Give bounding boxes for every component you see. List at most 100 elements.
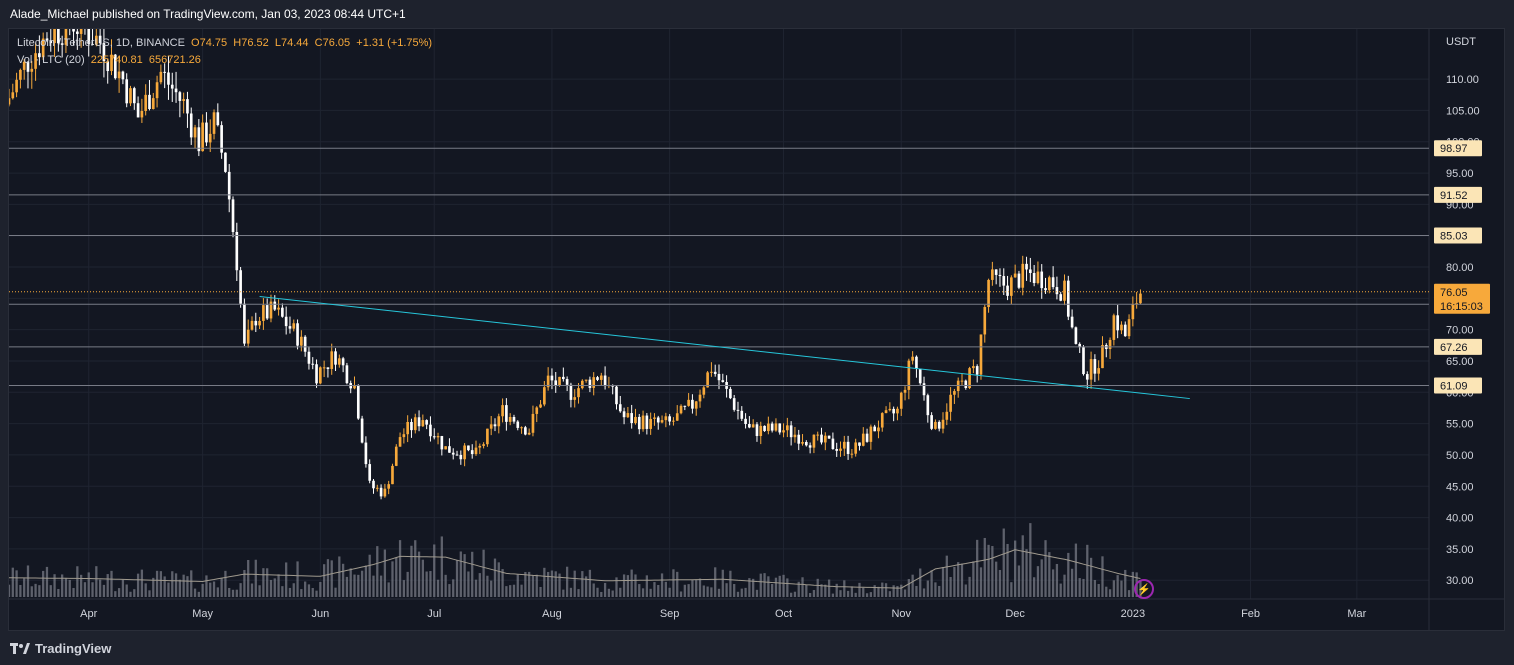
candle-body — [679, 405, 683, 414]
volume-bar — [322, 564, 326, 597]
volume-bar — [277, 574, 280, 597]
x-tick-label: Jul — [427, 608, 441, 620]
candle-body — [353, 385, 356, 389]
volume-bar — [30, 586, 33, 597]
volume-bar — [668, 587, 671, 597]
legend-close: C76.05 — [314, 37, 351, 49]
volume-bar — [372, 575, 375, 597]
price-chart[interactable]: USDT30.0035.0040.0045.0050.0055.0060.006… — [9, 29, 1505, 631]
candle-body — [284, 316, 288, 327]
volume-bar — [717, 588, 721, 597]
candle-body — [786, 425, 789, 431]
volume-bar — [581, 571, 584, 597]
volume-bar — [463, 554, 466, 597]
volume-bar — [159, 571, 163, 597]
candle-body — [888, 408, 892, 411]
candle-body — [53, 29, 56, 44]
volume-bar — [850, 586, 854, 597]
candle-body — [573, 397, 577, 400]
candle-body — [220, 125, 223, 153]
candle-body — [998, 274, 1002, 277]
candle-body — [892, 408, 895, 414]
volume-bar — [922, 588, 926, 597]
candle-body — [372, 480, 375, 489]
y-tick-label: 45.00 — [1446, 481, 1474, 493]
candle-body — [831, 438, 835, 450]
candle-body — [208, 133, 212, 143]
trendline — [259, 295, 1190, 400]
candle-body — [463, 445, 466, 460]
volume-bar — [968, 576, 971, 597]
legend-volume-label[interactable]: Vol · LTC (20) — [17, 54, 85, 66]
y-tick-label: 40.00 — [1446, 513, 1474, 525]
candle-body — [672, 420, 675, 422]
candle-body — [478, 445, 482, 448]
volume-bar — [881, 582, 884, 597]
volume-bar — [1124, 569, 1127, 597]
candle-body — [319, 367, 322, 384]
footer: TradingView — [0, 635, 1514, 665]
volume-bar — [1051, 569, 1055, 597]
legend-change: +1.31 (+1.75%) — [356, 37, 433, 49]
volume-bar — [193, 588, 197, 597]
candle-body — [524, 427, 527, 435]
volume-bar — [926, 580, 929, 597]
volume-bar — [748, 578, 751, 597]
candle-body — [216, 112, 220, 126]
candle-body — [368, 464, 372, 481]
candle-body — [717, 373, 721, 381]
candle-body — [296, 323, 299, 346]
volume-bar — [95, 566, 98, 597]
candle-body — [774, 423, 778, 431]
volume-bar — [1097, 584, 1100, 597]
volume-bar — [896, 586, 899, 597]
volume-bar — [915, 585, 918, 597]
volume-bar — [288, 587, 292, 597]
candle-body — [140, 110, 144, 118]
candle-body — [178, 92, 182, 101]
candle-body — [493, 424, 497, 427]
candle-body — [467, 445, 470, 451]
level-price-label: 98.97 — [1440, 143, 1468, 155]
candle-body — [1063, 280, 1066, 301]
tradingview-brand: TradingView — [35, 641, 112, 656]
volume-bar — [1093, 579, 1097, 597]
tradingview-logo[interactable]: TradingView — [10, 641, 111, 656]
candle-body — [254, 320, 258, 326]
volume-bar — [816, 578, 819, 597]
candle-body — [9, 98, 11, 105]
candle-body — [1013, 273, 1017, 278]
candle-body — [858, 442, 861, 446]
candle-body — [1120, 324, 1123, 331]
legend-symbol[interactable]: Litecoin / TetherUS, 1D, BINANCE — [17, 37, 185, 49]
candle-body — [1055, 287, 1059, 295]
volume-bar — [471, 551, 474, 597]
candle-body — [675, 413, 679, 421]
candle-body — [224, 152, 227, 172]
candle-body — [189, 113, 193, 138]
legend-volume-value: 225740.81 — [90, 54, 143, 66]
volume-bar — [136, 573, 140, 597]
candle-body — [303, 336, 307, 352]
volume-bar — [121, 579, 125, 597]
volume-bar — [459, 551, 462, 597]
candle-body — [884, 410, 888, 414]
candle-body — [1082, 347, 1085, 375]
y-tick-label: 110.00 — [1446, 74, 1479, 86]
volume-bar — [186, 576, 189, 597]
chart-panel[interactable]: USDT30.0035.0040.0045.0050.0055.0060.006… — [8, 28, 1505, 631]
volume-bar — [319, 581, 322, 597]
volume-bar — [930, 570, 933, 597]
lightning-icon[interactable]: ⚡ — [1134, 579, 1154, 599]
volume-bar — [531, 575, 535, 597]
volume-bar — [949, 577, 952, 597]
volume-bar — [315, 590, 318, 597]
legend-low: L74.44 — [274, 37, 309, 49]
candle-body — [315, 364, 318, 384]
volume-bar — [1127, 590, 1131, 597]
candle-body — [694, 401, 698, 409]
candle-body — [288, 326, 292, 329]
volume-bar — [212, 581, 216, 597]
tradingview-logo-icon — [10, 642, 30, 654]
volume-bar — [402, 580, 406, 597]
